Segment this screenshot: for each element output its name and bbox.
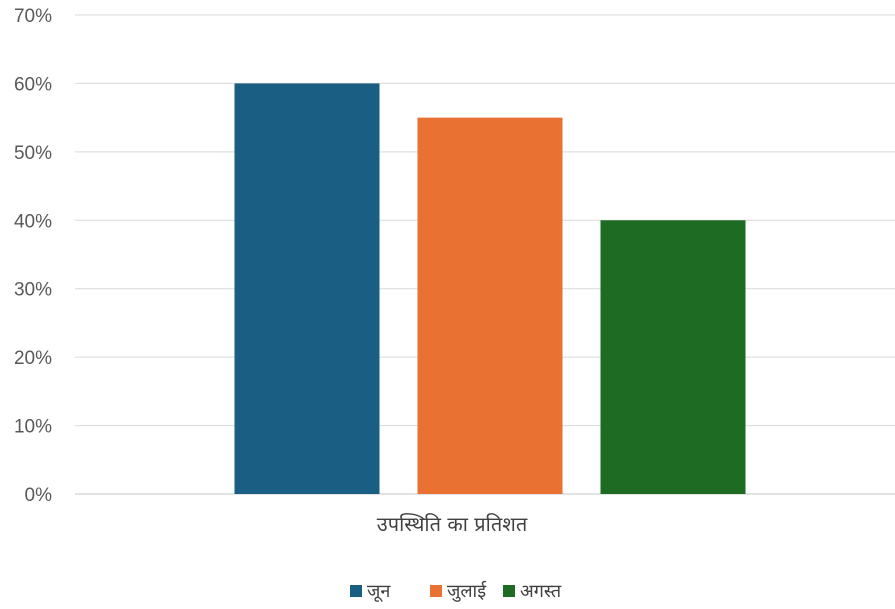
legend-item-2: जुलाई [430,580,487,602]
x-axis-category-label: उपस्थिति का प्रतिशत [377,512,528,536]
y-tick-label: 70% [14,6,52,27]
legend-swatch [430,585,442,597]
legend: जून जुलाई अगस्त [350,580,562,602]
bar-3 [600,220,746,495]
bar-1 [234,83,380,494]
legend-swatch [503,585,515,597]
bars [234,83,746,495]
y-tick-label: 40% [14,211,52,232]
legend-item-1: जून [350,581,391,602]
legend-item-3: अगस्त [503,581,562,602]
legend-label: अगस्त [520,581,562,602]
bar-2 [417,117,563,495]
legend-label: जुलाई [447,580,487,602]
y-axis-tick-labels: 0% 10% 20% 30% 40% 50% 60% 70% [14,6,52,506]
y-tick-label: 30% [14,280,52,301]
y-tick-label: 10% [14,417,52,438]
y-tick-label: 20% [14,348,52,369]
legend-label: जून [367,581,391,602]
legend-swatch [350,585,362,597]
y-tick-label: 0% [25,485,53,506]
y-tick-label: 60% [14,74,52,95]
y-tick-label: 50% [14,143,52,164]
